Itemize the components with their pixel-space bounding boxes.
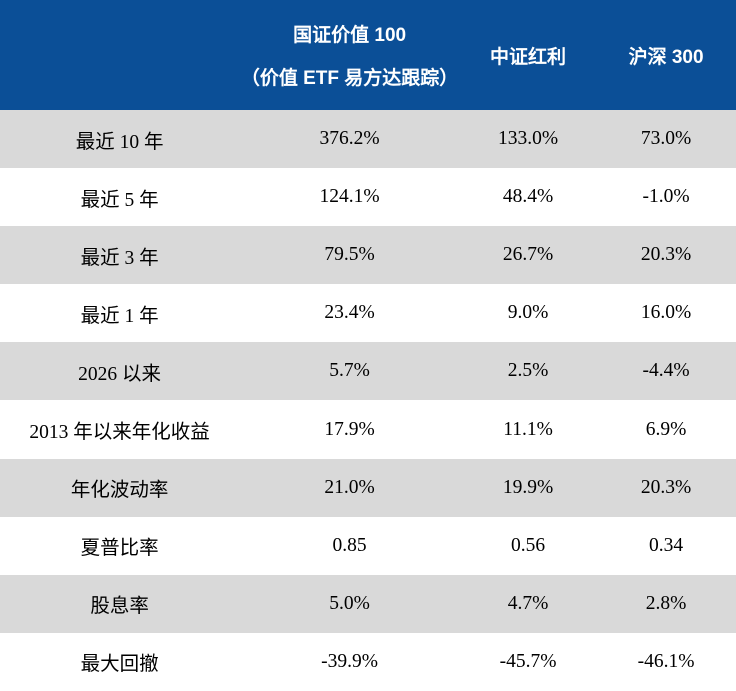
row-label: 2013 年以来年化收益 xyxy=(29,422,210,444)
cell-value: 2.8% xyxy=(645,592,687,614)
cell-value: 19.9% xyxy=(502,476,554,498)
cell-value: 48.4% xyxy=(502,186,554,208)
row-label: 年化波动率 xyxy=(70,480,169,502)
cell-value: 26.7% xyxy=(502,244,554,266)
cell-value: 73.0% xyxy=(640,128,692,150)
cell-value: 0.85 xyxy=(332,534,367,556)
cell-value: -4.4% xyxy=(642,360,690,382)
cell-value: -1.0% xyxy=(642,186,690,208)
cell-value: 5.0% xyxy=(329,592,370,614)
cell-value: 20.3% xyxy=(640,476,692,498)
table-row: 最近 5 年 124.1% 48.4% -1.0% xyxy=(0,168,736,227)
cell-value: -45.7% xyxy=(499,650,557,672)
row-label: 夏普比率 xyxy=(80,538,159,560)
header-cell-guozheng-value-100: 国证价值 100 （价值 ETF 易方达跟踪） xyxy=(239,0,460,110)
cell-value: 5.7% xyxy=(329,360,370,382)
table-row: 年化波动率 21.0% 19.9% 20.3% xyxy=(0,458,736,517)
row-label: 股息率 xyxy=(90,596,149,618)
table-row: 最近 3 年 79.5% 26.7% 20.3% xyxy=(0,226,736,285)
cell-value: 2.5% xyxy=(507,360,549,382)
table-row: 最近 1 年 23.4% 9.0% 16.0% xyxy=(0,284,736,343)
cell-value: 0.34 xyxy=(648,534,684,556)
table-header-row: 国证价值 100 （价值 ETF 易方达跟踪） 中证红利 沪深 300 xyxy=(0,0,736,110)
table-row: 夏普比率 0.85 0.56 0.34 xyxy=(0,516,736,575)
row-label: 最近 5 年 xyxy=(80,189,159,211)
table-row: 2013 年以来年化收益 17.9% 11.1% 6.9% xyxy=(0,400,736,459)
row-label: 最近 3 年 xyxy=(80,247,159,269)
table-row: 最近 10 年 376.2% 133.0% 73.0% xyxy=(0,110,736,169)
cell-value: 16.0% xyxy=(640,302,692,324)
row-label: 2026 以来 xyxy=(78,363,162,385)
cell-value: 11.1% xyxy=(503,418,553,440)
header-cell-empty xyxy=(0,0,239,110)
cell-value: 0.56 xyxy=(511,534,546,556)
cell-value: 133.0% xyxy=(498,128,559,150)
table-row: 2026 以来 5.7% 2.5% -4.4% xyxy=(0,342,736,401)
cell-value: 17.9% xyxy=(324,418,375,440)
cell-value: -39.9% xyxy=(321,650,379,672)
header-cell-zhongzheng-dividend: 中证红利 xyxy=(490,46,567,68)
row-label: 最近 10 年 xyxy=(75,131,164,153)
cell-value: 21.0% xyxy=(324,476,375,498)
cell-value: -46.1% xyxy=(637,650,695,672)
table-row: 股息率 5.0% 4.7% 2.8% xyxy=(0,574,736,633)
table-row: 最大回撤 -39.9% -45.7% -46.1% xyxy=(0,632,736,691)
header-cell-hushen-300: 沪深 300 xyxy=(628,46,704,68)
row-label: 最近 1 年 xyxy=(80,305,159,327)
header-index-name: 国证价值 100 xyxy=(293,25,407,46)
cell-value: 79.5% xyxy=(324,244,375,266)
cell-value: 124.1% xyxy=(319,186,380,208)
row-label: 最大回撤 xyxy=(80,654,159,676)
cell-value: 9.0% xyxy=(507,302,549,324)
cell-value: 4.7% xyxy=(507,592,549,614)
cell-value: 6.9% xyxy=(645,418,687,440)
header-index-subtitle: （价值 ETF 易方达跟踪） xyxy=(240,68,459,89)
cell-value: 20.3% xyxy=(640,244,692,266)
cell-value: 23.4% xyxy=(324,302,375,324)
cell-value: 376.2% xyxy=(319,128,380,150)
